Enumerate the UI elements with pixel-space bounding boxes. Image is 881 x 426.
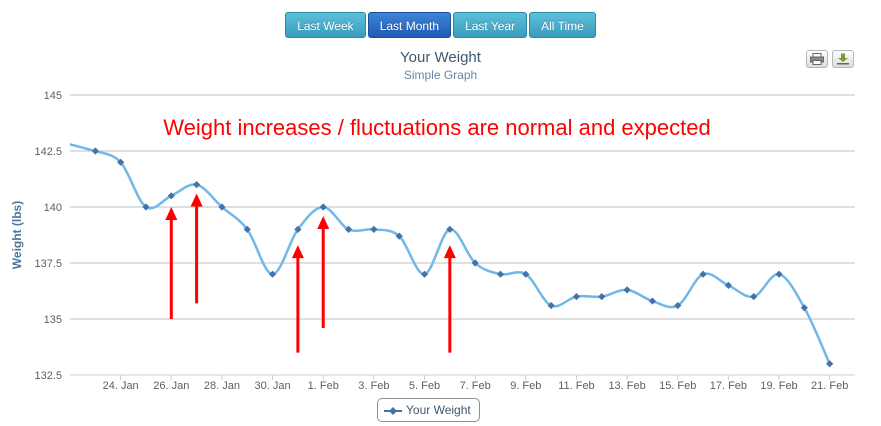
x-tick-label: 17. Feb [710,380,747,392]
data-point [142,203,150,211]
data-point [471,259,479,267]
chart-subtitle: Simple Graph [403,68,478,82]
x-tick-label: 19. Feb [760,380,797,392]
x-tick-label: 3. Feb [358,380,389,392]
data-point [775,270,783,278]
x-tick-label: 11. Feb [558,380,595,392]
print-button[interactable] [806,50,828,68]
data-point [750,293,758,301]
data-point [370,225,378,233]
x-tick-label: 26. Jan [153,380,189,392]
annotation-text: Weight increases / fluctuations are norm… [163,115,710,140]
data-point [420,270,429,278]
legend-item-your-weight[interactable]: Your Weight [377,398,480,422]
x-tick-label: 1. Feb [308,380,339,392]
x-tick-label: 7. Feb [460,380,491,392]
data-point [648,297,657,305]
y-tick-label: 142.5 [34,146,62,158]
data-point [294,225,302,233]
export-button[interactable] [832,50,854,68]
x-tick-label: 21. Feb [811,380,848,392]
data-point [623,286,631,294]
annotation-arrow-head [190,193,203,207]
data-point [193,181,201,189]
x-tick-label: 24. Jan [103,380,139,392]
data-point [91,147,99,155]
x-tick-label: 9. Feb [510,380,541,392]
data-point [319,203,327,211]
x-tick-label: 28. Jan [204,380,240,392]
all-time-button[interactable]: All Time [529,12,596,38]
data-point [218,203,226,211]
legend-label: Your Weight [406,403,471,417]
data-point [344,225,353,233]
x-tick-label: 5. Feb [409,380,440,392]
data-point [522,270,530,278]
data-point [496,270,505,278]
annotation-arrow-head [443,245,456,259]
annotation-arrow-head [291,245,304,259]
y-tick-label: 132.5 [34,370,62,382]
series-marker-icon [384,406,402,415]
y-axis-label: Weight (lbs) [10,201,24,269]
x-tick-label: 30. Jan [255,380,291,392]
annotation-arrow-head [165,207,178,220]
data-point [395,232,403,240]
data-point [268,270,277,278]
chart-title: Your Weight [400,49,481,66]
data-point [674,301,682,310]
data-point [243,225,251,233]
data-point [446,225,454,233]
last-year-button[interactable]: Last Year [453,12,528,38]
y-tick-label: 137.5 [34,258,62,270]
x-tick-label: 15. Feb [659,380,696,392]
annotation-arrow-head [317,215,330,229]
data-point [572,293,581,301]
y-tick-label: 135 [44,314,62,326]
data-point [826,360,834,368]
data-point [598,293,606,301]
last-month-button[interactable]: Last Month [367,12,452,38]
data-point [117,158,125,166]
y-tick-label: 140 [44,202,62,214]
data-point [724,281,732,289]
date-range-toolbar: Last Week Last Month Last Year All Time [0,12,881,38]
data-point [547,301,555,310]
last-week-button[interactable]: Last Week [285,12,366,38]
data-point [167,192,175,200]
data-point [800,304,808,312]
y-tick-label: 145 [44,90,62,102]
data-point [699,270,707,278]
x-tick-label: 13. Feb [608,380,645,392]
download-icon [837,53,849,65]
printer-icon [810,53,824,65]
